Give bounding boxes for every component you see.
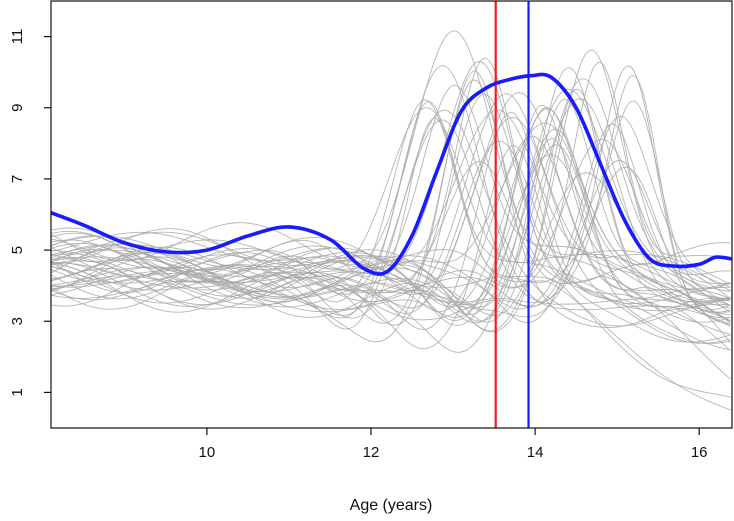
x-tick-label: 16 — [691, 444, 708, 461]
y-tick-label: 11 — [9, 29, 26, 45]
individual-curve — [51, 160, 731, 308]
individual-curve — [51, 109, 731, 285]
individual-curve — [51, 123, 731, 310]
y-axis: 1 3 5 7 9 11 — [9, 29, 51, 397]
y-tick-label: 5 — [9, 246, 26, 254]
individual-curves-layer — [51, 30, 731, 411]
individual-curve — [51, 119, 731, 322]
individual-curve — [51, 128, 731, 310]
x-axis: 10 12 14 16 — [199, 428, 708, 461]
individual-curve — [51, 109, 731, 330]
individual-curve — [51, 30, 731, 288]
individual-curve — [51, 99, 731, 411]
plot-frame — [50, 0, 733, 429]
individual-curve — [51, 93, 731, 309]
x-tick-label: 10 — [199, 444, 216, 461]
individual-curve — [51, 75, 731, 314]
x-axis-title: Age (years) — [350, 497, 433, 514]
individual-curve — [51, 140, 731, 335]
individual-curve — [51, 70, 731, 343]
individual-curve — [51, 79, 731, 324]
individual-curve — [51, 65, 731, 319]
individual-curve — [51, 166, 731, 321]
individual-curve — [51, 84, 731, 303]
y-tick-label: 3 — [9, 317, 26, 325]
x-tick-label: 14 — [527, 444, 544, 461]
individual-curve — [51, 145, 731, 350]
x-tick-label: 12 — [363, 444, 380, 461]
individual-curve — [51, 78, 731, 323]
y-tick-label: 1 — [9, 388, 26, 396]
individual-curve — [51, 61, 731, 288]
individual-curve — [51, 104, 731, 326]
individual-curve — [51, 65, 731, 325]
mean-curve — [51, 72, 732, 276]
individual-curve — [51, 138, 731, 353]
vertical-lines-layer — [494, 1, 530, 428]
individual-curve — [51, 107, 731, 323]
y-tick-label: 9 — [9, 104, 26, 112]
y-tick-label: 7 — [9, 175, 26, 183]
mean-curve-layer — [51, 72, 732, 276]
